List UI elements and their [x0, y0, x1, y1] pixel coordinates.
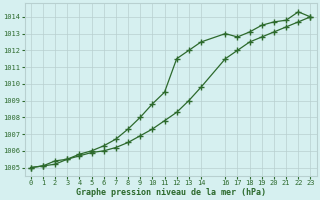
X-axis label: Graphe pression niveau de la mer (hPa): Graphe pression niveau de la mer (hPa) — [76, 188, 266, 197]
